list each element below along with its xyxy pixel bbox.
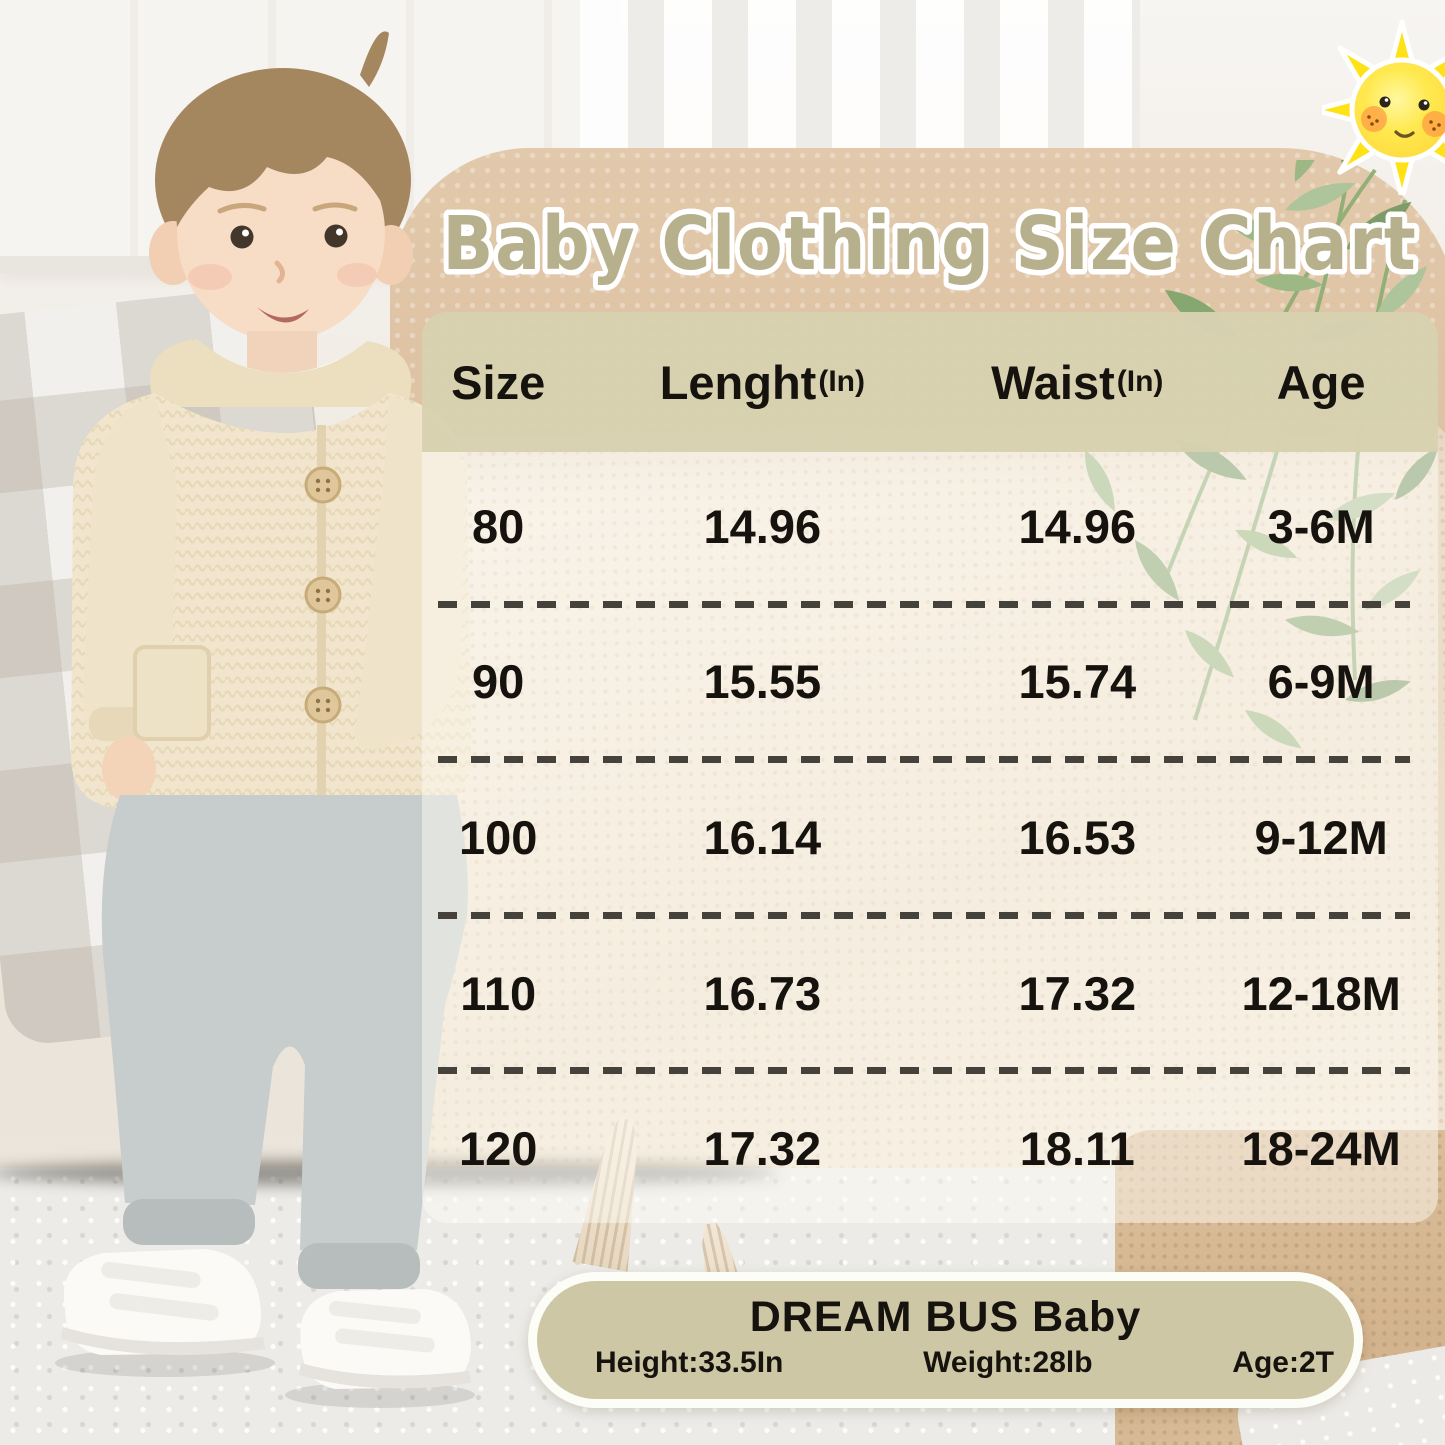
cell-length: 16.73 xyxy=(703,966,822,1020)
model-info-card: DREAM BUS Baby Height:33.5In Weight:28lb… xyxy=(528,1272,1363,1408)
cell-age: 6-9M xyxy=(1267,655,1375,709)
table-row: 120 17.32 18.11 18-24M xyxy=(422,1074,1438,1223)
cell-size: 120 xyxy=(458,1122,538,1176)
col-header-size: Size xyxy=(451,355,545,410)
row-divider xyxy=(438,756,1410,764)
header-unit: (In) xyxy=(818,365,865,398)
cell-size: 100 xyxy=(458,810,538,864)
table-row: 100 16.14 16.53 9-12M xyxy=(422,763,1438,912)
row-divider xyxy=(438,600,1410,608)
table-row: 110 16.73 17.32 12-18M xyxy=(422,919,1438,1068)
brand-name: DREAM BUS Baby xyxy=(749,1293,1142,1341)
cell-age: 9-12M xyxy=(1254,810,1388,864)
page-title-text: Baby Clothing Size Chart xyxy=(443,201,1418,287)
size-chart-table: Size Lenght (In) Waist (In) Age 80 14.96… xyxy=(422,312,1438,1223)
baby-photo xyxy=(55,31,475,1408)
page-title: Baby Clothing Size Chart xyxy=(437,196,1421,293)
cell-length: 15.55 xyxy=(703,655,822,709)
header-label: Lenght xyxy=(659,355,817,409)
size-chart-header-bg xyxy=(422,312,1438,452)
sneaker-left xyxy=(61,1249,265,1356)
col-header-age: Age xyxy=(1277,355,1366,410)
cell-waist: 15.74 xyxy=(1018,655,1137,709)
cell-waist: 17.32 xyxy=(1018,966,1137,1020)
model-weight: Weight:28lb xyxy=(923,1346,1093,1379)
size-chart-header-row: Size Lenght (In) Waist (In) Age xyxy=(422,312,1438,452)
cell-age: 3-6M xyxy=(1267,499,1375,553)
cell-age: 18-24M xyxy=(1241,1122,1401,1176)
row-divider xyxy=(438,911,1410,919)
cell-length: 16.14 xyxy=(703,810,822,864)
model-age: Age:2T xyxy=(1232,1346,1334,1379)
cell-waist: 18.11 xyxy=(1019,1122,1135,1176)
header-label: Size xyxy=(451,355,546,409)
cell-size: 90 xyxy=(472,655,525,709)
cell-age: 12-18M xyxy=(1241,966,1401,1020)
model-height: Height:33.5In xyxy=(595,1346,784,1379)
sneaker-right xyxy=(299,1289,471,1389)
table-row: 90 15.55 15.74 6-9M xyxy=(422,608,1438,757)
model-specs: Height:33.5In Weight:28lb Age:2T xyxy=(537,1342,1354,1380)
cardigan-buttons xyxy=(304,466,342,724)
col-header-length: Lenght (In) xyxy=(660,355,865,410)
row-divider xyxy=(438,1067,1410,1075)
col-header-waist: Waist (In) xyxy=(991,355,1163,410)
cell-size: 80 xyxy=(472,499,525,553)
cell-length: 17.32 xyxy=(703,1122,822,1176)
cell-waist: 16.53 xyxy=(1018,810,1137,864)
header-unit: (In) xyxy=(1116,365,1164,398)
cell-length: 14.96 xyxy=(703,499,822,553)
header-label: Waist xyxy=(991,355,1115,409)
table-row: 80 14.96 14.96 3-6M xyxy=(422,452,1438,601)
sun-icon xyxy=(1322,19,1445,195)
size-chart-rows: 80 14.96 14.96 3-6M 90 15.55 15.74 6-9M … xyxy=(422,452,1438,1223)
baby-illustration xyxy=(55,31,475,1408)
header-label: Age xyxy=(1276,355,1366,409)
cell-waist: 14.96 xyxy=(1018,499,1137,553)
cell-size: 110 xyxy=(460,966,537,1020)
